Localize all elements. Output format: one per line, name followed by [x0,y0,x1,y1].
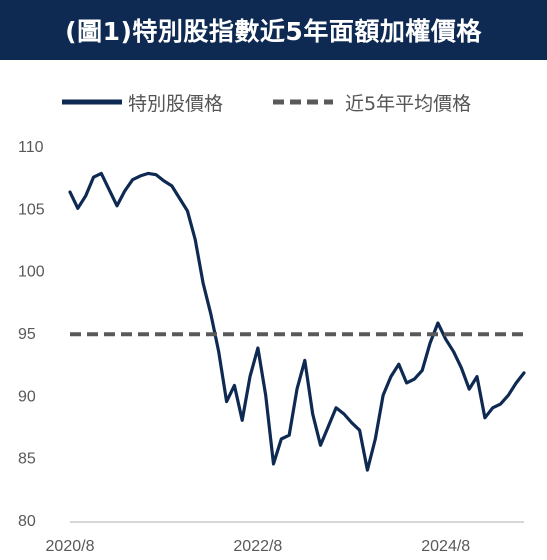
legend-dashed-line-swatch [273,99,333,105]
legend-item-average: 近5年平均價格 [273,84,471,120]
legend-label-average: 近5年平均價格 [345,92,472,115]
y-tick-label-90: 90 [18,388,36,405]
chart-title-bar: (圖1)特別股指數近5年面額加權價格 [0,0,547,60]
chart-legend: 特別股價格 近5年平均價格 [0,84,547,120]
y-tick-label-110: 110 [18,139,44,156]
y-tick-label-105: 105 [18,201,45,218]
legend-item-price: 特別股價格 [62,84,223,120]
x-tick-label-1: 2022/8 [233,538,282,555]
x-tick-label-0: 2020/8 [46,538,95,555]
y-tick-label-100: 100 [18,264,45,281]
x-tick-label-2: 2024/8 [421,538,470,555]
legend-label-price: 特別股價格 [128,92,224,115]
y-tick-label-95: 95 [18,326,36,343]
y-tick-label-85: 85 [18,451,36,468]
legend-solid-line-swatch [62,99,122,105]
price-series-line [68,171,526,472]
y-tick-label-80: 80 [18,513,36,530]
chart-title: (圖1)特別股指數近5年面額加權價格 [65,17,482,46]
